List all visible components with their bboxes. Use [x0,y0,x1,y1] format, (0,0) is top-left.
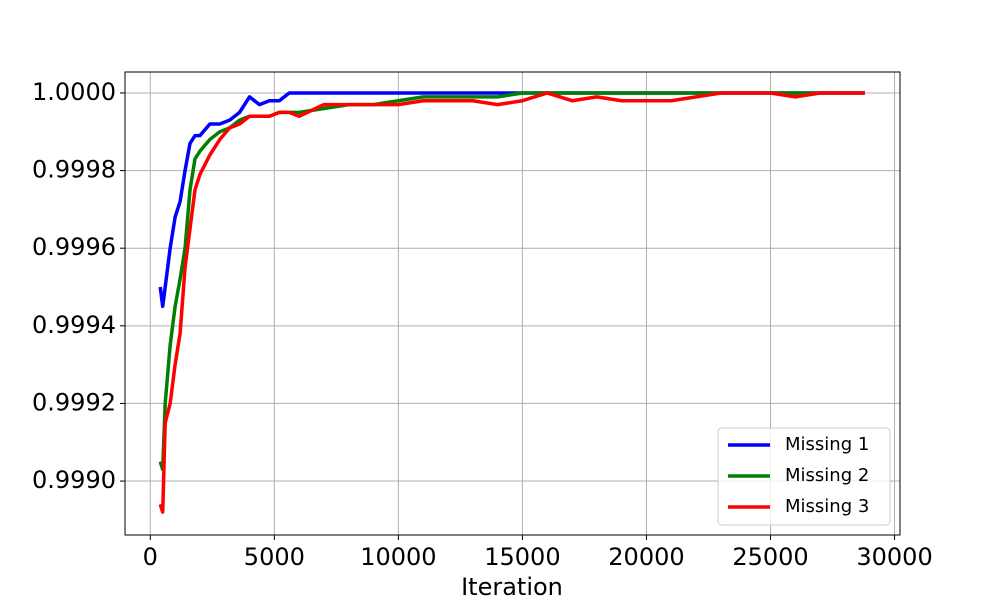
x-tick-label: 15000 [484,543,560,571]
y-tick-label: 1.0000 [32,78,116,106]
legend-label: Missing 3 [785,496,869,517]
series-line [158,91,865,309]
y-tick-label: 0.9990 [32,466,116,494]
series-line [158,91,865,514]
axes-frame [124,71,901,536]
x-tick-label: 0 [143,543,158,571]
series-line [158,91,865,472]
y-tick-label: 0.9994 [32,311,116,339]
x-tick-label: 10000 [360,543,436,571]
x-tick-label: 5000 [244,543,305,571]
legend-label: Missing 1 [785,434,869,455]
legend-box [717,427,891,526]
x-tick-label: 25000 [732,543,808,571]
y-tick-label: 0.9996 [32,233,116,261]
y-tick-label: 0.9998 [32,156,116,184]
x-axis-label: Iteration [461,573,563,600]
x-tick-label: 20000 [608,543,684,571]
legend-label: Missing 2 [785,465,869,486]
y-tick-label: 0.9992 [32,388,116,416]
x-tick-label: 30000 [856,543,932,571]
